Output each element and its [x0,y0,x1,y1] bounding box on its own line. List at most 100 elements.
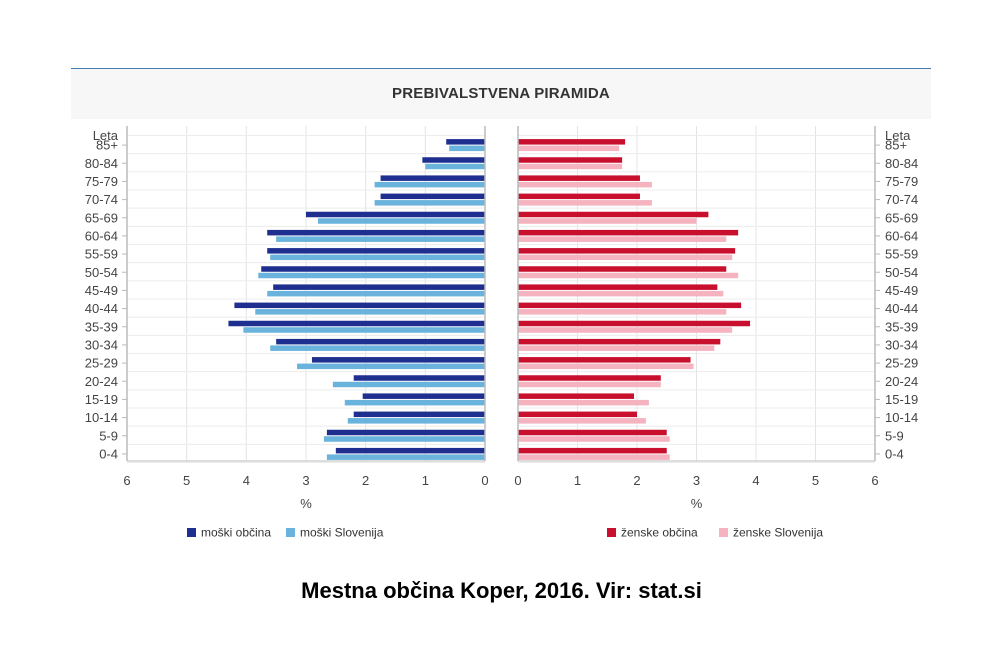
x-tick-label-right: 3 [693,473,700,488]
bar [518,309,727,315]
bar [425,163,485,170]
age-label-right: 35-39 [885,319,918,334]
bar [380,175,485,181]
bar [518,175,640,181]
x-tick-label-right: 2 [633,473,640,488]
legend-label: ženske občina [621,526,698,540]
bar [353,411,485,418]
bar [449,145,485,152]
age-label-right: 25-29 [885,356,918,371]
age-label-left: 0-4 [99,446,118,461]
title-band [71,69,931,119]
x-tick-label-left: 1 [422,473,429,488]
bar [258,272,485,279]
bar [518,211,709,218]
bar [518,375,661,381]
legend-label: moški Slovenija [300,526,384,540]
bar [518,418,646,424]
bar [267,248,485,254]
bar [518,363,694,370]
legend-swatch [607,528,616,537]
bar [234,302,485,309]
x-tick-label-right: 6 [871,473,878,488]
bar [335,447,485,454]
bar [261,266,485,272]
age-label-left: 5-9 [99,428,118,443]
bar [518,145,620,152]
age-label-right: 80-84 [885,156,918,171]
age-label-left: 20-24 [85,374,118,389]
bar [276,236,485,242]
age-label-right: 70-74 [885,192,918,207]
age-label-right: 30-34 [885,337,918,352]
x-tick-label-left: 3 [302,473,309,488]
age-label-right: 45-49 [885,283,918,298]
x-tick-label-right: 1 [574,473,581,488]
bar [362,393,485,399]
x-tick-label-left: 6 [123,473,130,488]
bar [518,236,727,242]
bar [374,200,485,206]
bar [353,375,485,381]
legend-label: ženske Slovenija [733,526,823,540]
bar [518,436,670,442]
bar [518,181,652,188]
bar [518,218,697,224]
x-axis-title-right: % [691,496,703,511]
bar [270,254,485,261]
age-label-right: 5-9 [885,428,904,443]
age-label-left: 75-79 [85,174,118,189]
age-label-left: 40-44 [85,301,118,316]
bar [243,327,485,333]
bar [228,320,485,327]
legend-swatch [286,528,295,537]
x-tick-label-left: 2 [362,473,369,488]
grid-layer [126,126,876,463]
age-label-left: 80-84 [85,156,118,171]
caption: Mestna občina Koper, 2016. Vir: stat.si [301,578,702,603]
bar [297,363,485,370]
bar [518,290,724,297]
bar [267,229,485,236]
bar [317,218,485,224]
legend-layer: moški občina moški Slovenija ženske občina… [187,526,823,540]
bar [326,429,485,436]
age-label-right: 75-79 [885,174,918,189]
chart-title: PREBIVALSTVENA PIRAMIDA [392,85,610,102]
header-rule [71,68,931,69]
age-label-left: 65-69 [85,210,118,225]
bar [518,345,715,351]
bar [518,381,661,388]
x-axis-title-left: % [300,496,312,511]
bar [323,436,485,442]
bar [518,399,649,406]
bar [518,157,623,163]
bar [518,320,751,327]
bar [518,200,652,206]
age-label-right: 55-59 [885,247,918,262]
age-label-right: 60-64 [885,228,918,243]
bar [255,309,485,315]
bar [347,418,485,424]
bar [380,193,485,200]
bar [518,254,733,261]
bar [518,272,739,279]
x-tick-label-right: 0 [514,473,521,488]
legend-swatch [719,528,728,537]
age-axis-title-right: Leta [885,128,911,143]
age-label-left: 35-39 [85,319,118,334]
age-label-left: 10-14 [85,410,118,425]
bar [518,266,727,272]
bar [267,290,485,297]
bar [270,345,485,351]
bar [344,399,485,406]
legend-swatch [187,528,196,537]
bar [518,447,667,454]
age-label-left: 30-34 [85,337,118,352]
x-tick-label-right: 4 [752,473,759,488]
bar [518,302,742,309]
age-label-right: 65-69 [885,210,918,225]
bar [518,338,721,345]
bar [518,411,637,418]
